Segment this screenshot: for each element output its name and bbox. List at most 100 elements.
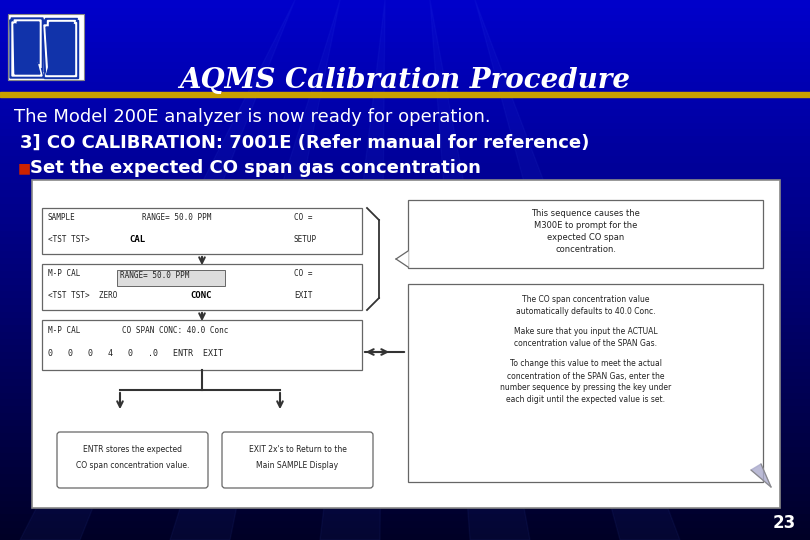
FancyBboxPatch shape	[42, 208, 362, 254]
Bar	[0, 350, 810, 357]
Bar	[0, 161, 810, 168]
Polygon shape	[44, 25, 70, 75]
FancyBboxPatch shape	[57, 432, 208, 488]
Bar	[0, 26, 810, 33]
Bar	[0, 228, 810, 237]
Bar	[0, 431, 810, 438]
Bar	[0, 93, 810, 102]
Text: Make sure that you input the ACTUAL: Make sure that you input the ACTUAL	[514, 327, 657, 336]
Text: <TST TST>: <TST TST>	[48, 235, 90, 244]
Text: ENTR stores the expected: ENTR stores the expected	[83, 446, 182, 455]
FancyBboxPatch shape	[117, 270, 225, 286]
Bar	[0, 282, 810, 291]
Polygon shape	[751, 464, 771, 487]
Bar	[0, 19, 810, 27]
Bar	[0, 404, 810, 411]
Text: M-P CAL: M-P CAL	[48, 326, 80, 335]
Bar	[0, 262, 810, 270]
Bar	[0, 357, 810, 364]
Polygon shape	[46, 24, 74, 74]
Bar	[0, 269, 810, 276]
Bar	[0, 66, 810, 74]
Polygon shape	[49, 22, 73, 68]
FancyBboxPatch shape	[408, 200, 763, 268]
Polygon shape	[46, 27, 68, 73]
Text: concentration of the SPAN Gas, enter the: concentration of the SPAN Gas, enter the	[507, 372, 664, 381]
Text: RANGE= 50.0 PPM: RANGE= 50.0 PPM	[120, 271, 190, 280]
Bar	[0, 147, 810, 156]
Bar	[0, 411, 810, 418]
Bar	[0, 201, 810, 209]
Text: CO =: CO =	[294, 213, 313, 222]
Bar	[0, 154, 810, 162]
Polygon shape	[170, 0, 340, 540]
Text: 23: 23	[773, 514, 796, 532]
Bar	[0, 451, 810, 459]
Polygon shape	[396, 251, 408, 267]
Bar	[0, 478, 810, 486]
Bar	[0, 505, 810, 513]
Polygon shape	[45, 18, 77, 72]
Bar	[0, 492, 810, 500]
Bar	[0, 195, 810, 202]
Bar	[0, 141, 810, 148]
Bar	[0, 60, 810, 68]
Bar	[0, 92, 810, 97]
Bar	[0, 330, 810, 338]
Polygon shape	[13, 25, 35, 75]
Text: ■: ■	[18, 161, 31, 175]
Bar	[0, 39, 810, 47]
Text: CO =: CO =	[294, 269, 313, 278]
Bar	[0, 532, 810, 540]
Bar	[0, 343, 810, 351]
FancyBboxPatch shape	[42, 320, 362, 370]
Text: CO span concentration value.: CO span concentration value.	[76, 461, 190, 469]
Bar	[0, 363, 810, 372]
Bar	[0, 222, 810, 230]
Bar	[0, 471, 810, 480]
Polygon shape	[430, 0, 530, 540]
Polygon shape	[15, 27, 33, 73]
Text: CONC: CONC	[190, 291, 211, 300]
Polygon shape	[42, 20, 73, 77]
Text: concentration.: concentration.	[555, 246, 616, 254]
Polygon shape	[44, 20, 78, 78]
Bar	[0, 249, 810, 256]
Text: Main SAMPLE Display: Main SAMPLE Display	[257, 461, 339, 469]
Text: The CO span concentration value: The CO span concentration value	[522, 295, 650, 305]
Bar	[0, 397, 810, 405]
FancyBboxPatch shape	[222, 432, 373, 488]
Text: To change this value to meet the actual: To change this value to meet the actual	[509, 360, 662, 368]
Text: AQMS Calibration Procedure: AQMS Calibration Procedure	[180, 66, 630, 93]
Bar	[0, 33, 810, 40]
FancyBboxPatch shape	[8, 14, 84, 80]
Polygon shape	[10, 20, 38, 77]
Bar	[0, 296, 810, 303]
Bar	[0, 417, 810, 426]
Bar	[0, 100, 810, 108]
Text: each digit until the expected value is set.: each digit until the expected value is s…	[506, 395, 665, 404]
Text: EXIT: EXIT	[294, 291, 313, 300]
Bar	[0, 114, 810, 122]
Bar	[0, 255, 810, 263]
Bar	[0, 485, 810, 492]
Bar	[0, 424, 810, 432]
Bar	[0, 134, 810, 141]
Text: M300E to prompt for the: M300E to prompt for the	[534, 221, 637, 231]
Bar	[0, 370, 810, 378]
Bar	[0, 242, 810, 249]
Bar	[0, 235, 810, 243]
Text: 3] CO CALIBRATION: 7001E (Refer manual for reference): 3] CO CALIBRATION: 7001E (Refer manual f…	[20, 134, 590, 152]
Polygon shape	[10, 20, 44, 78]
Text: expected CO span: expected CO span	[547, 233, 625, 242]
Bar	[0, 168, 810, 176]
Bar	[0, 127, 810, 135]
Polygon shape	[14, 20, 41, 68]
Bar	[0, 208, 810, 216]
Bar	[0, 512, 810, 519]
Bar	[0, 316, 810, 324]
Text: SAMPLE: SAMPLE	[48, 213, 76, 222]
Polygon shape	[20, 0, 295, 540]
Bar	[0, 0, 810, 6]
Bar	[0, 188, 810, 195]
